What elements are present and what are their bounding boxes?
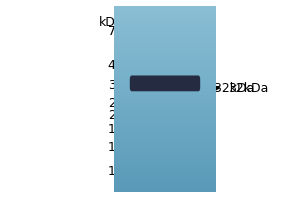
- Text: 32kDa: 32kDa: [228, 82, 268, 95]
- FancyBboxPatch shape: [130, 75, 200, 91]
- Text: 44: 44: [108, 59, 124, 72]
- Text: 26: 26: [108, 97, 124, 110]
- Text: kDa: kDa: [99, 16, 124, 29]
- Text: 32kDa: 32kDa: [200, 82, 254, 95]
- Text: 10: 10: [108, 165, 124, 178]
- Text: 33: 33: [108, 79, 124, 92]
- Text: 18: 18: [108, 123, 124, 136]
- Text: 22: 22: [108, 109, 124, 122]
- Text: 70: 70: [107, 25, 124, 38]
- Text: 14: 14: [108, 141, 124, 154]
